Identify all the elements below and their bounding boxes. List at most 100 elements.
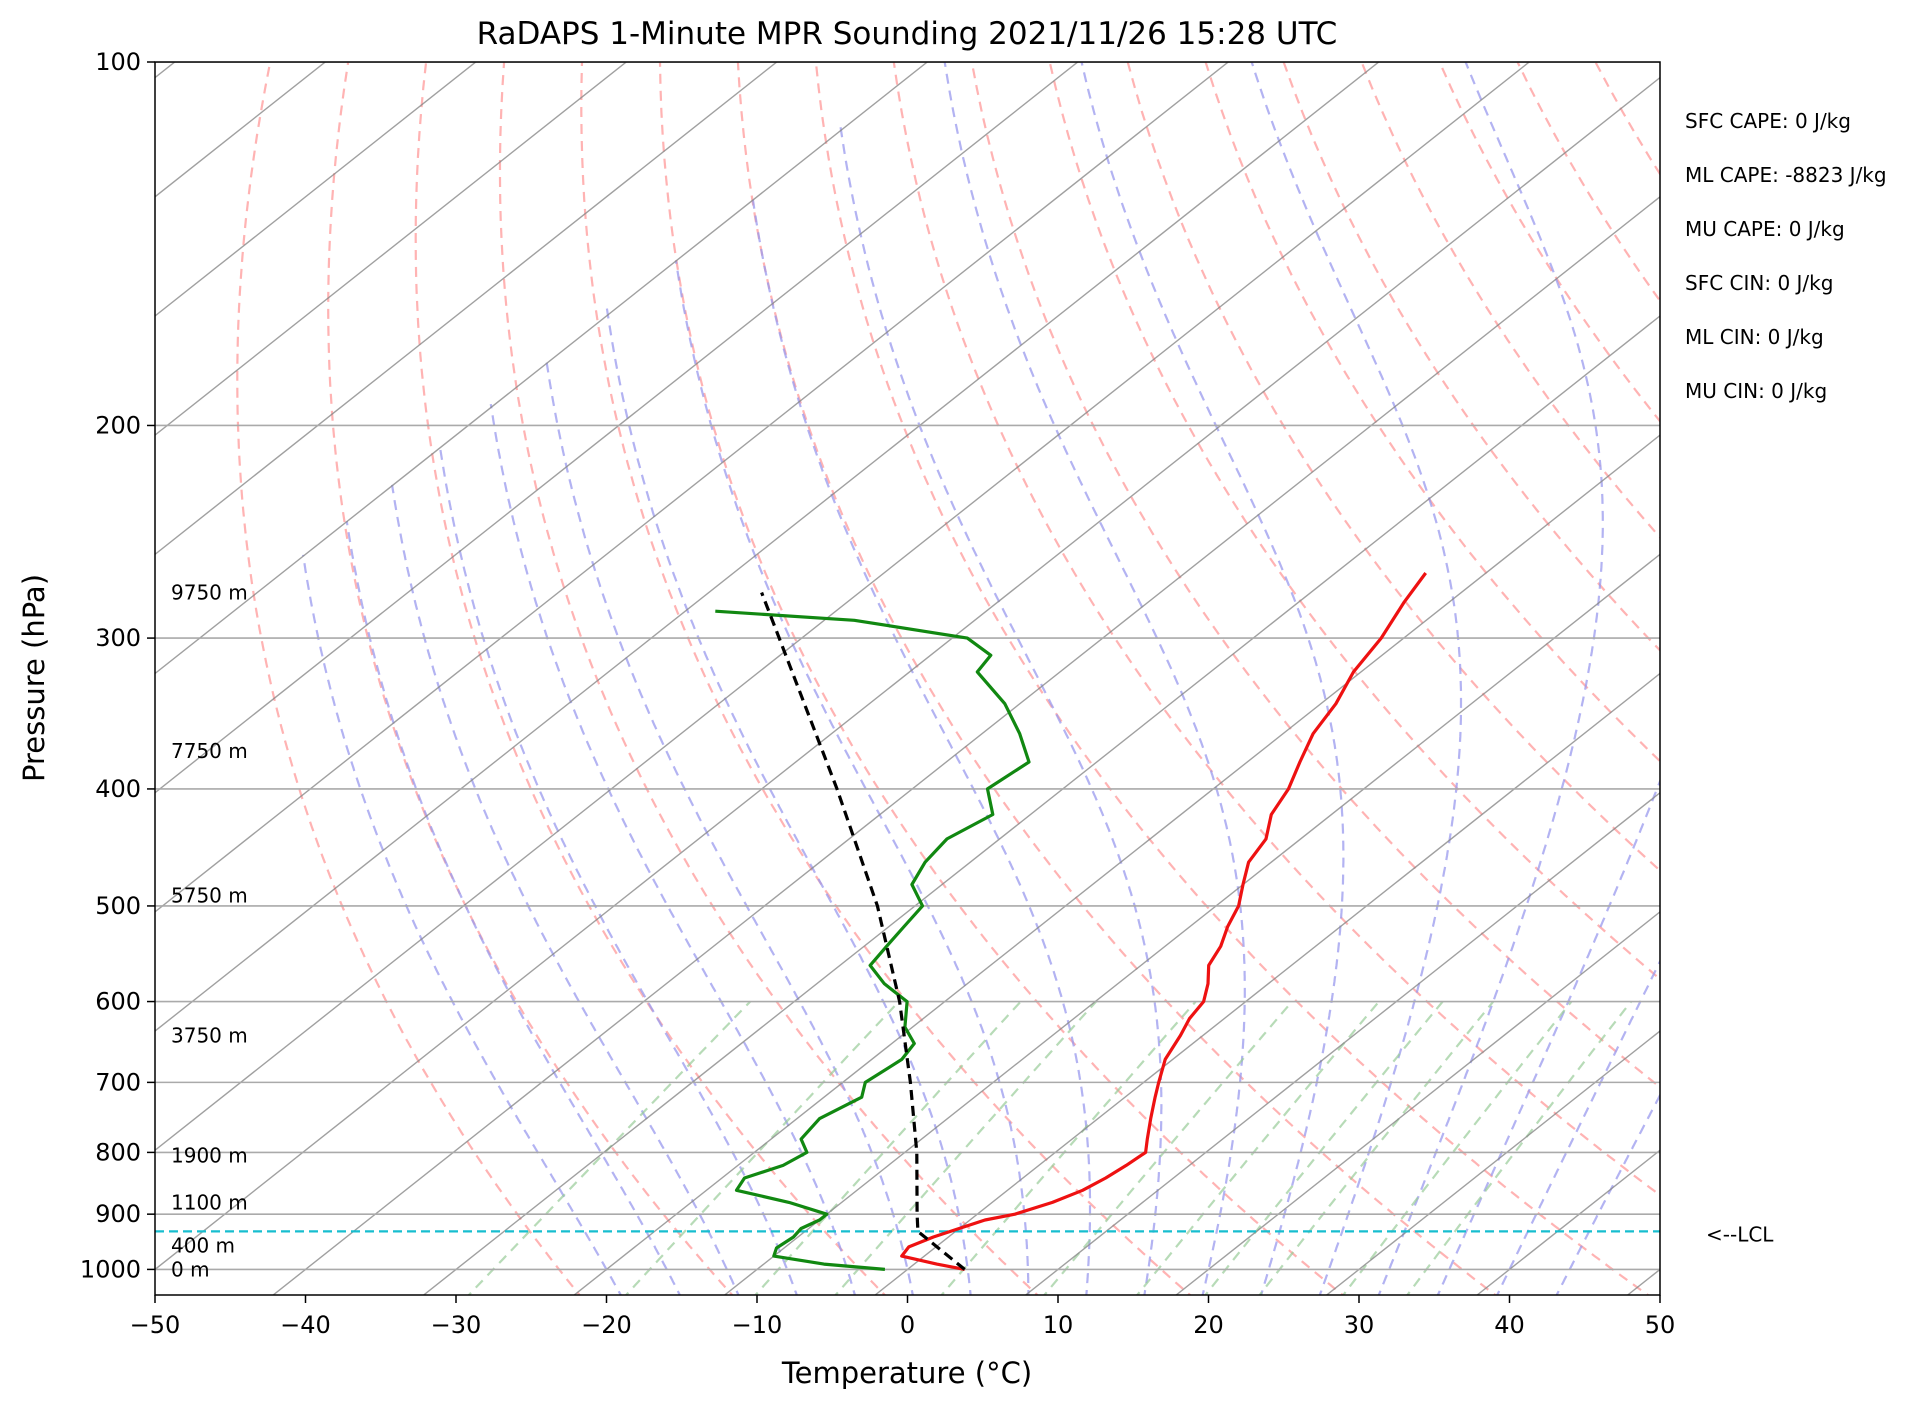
- x-tick-label: 30: [1344, 1311, 1375, 1339]
- isotherm: [155, 62, 1230, 913]
- moist-adiabat: [674, 260, 1030, 1295]
- height-label: 1100 m: [171, 1190, 248, 1214]
- mixing-ratio-line: [940, 1000, 1197, 1295]
- moist-adiabat: [1436, 778, 1660, 1295]
- isotherm: [1024, 791, 1660, 1295]
- series-line-3: [760, 591, 966, 1271]
- stat-label: MU CIN: 0 J/kg: [1685, 379, 1827, 403]
- x-tick-label: −40: [280, 1311, 331, 1339]
- moist-adiabat: [838, 121, 1163, 1295]
- height-label: 7750 m: [171, 739, 248, 763]
- moist-adiabat: [1250, 62, 1463, 1295]
- dry-adiabat: [414, 62, 887, 1295]
- y-tick-label: 100: [95, 48, 141, 76]
- dry-adiabat: [736, 62, 1498, 1295]
- dry-adiabat: [1438, 62, 1660, 423]
- moist-adiabat: [391, 484, 740, 1295]
- x-tick-label: 20: [1193, 1311, 1224, 1339]
- height-label: 400 m: [171, 1233, 235, 1257]
- dry-adiabat: [658, 62, 1345, 1295]
- y-tick-label: 400: [95, 775, 141, 803]
- mixing-ratio-line: [1135, 1000, 1380, 1295]
- isotherm: [723, 553, 1660, 1295]
- mixing-ratio-line: [1341, 1000, 1573, 1295]
- mixing-ratio-line: [1042, 1000, 1293, 1295]
- x-tick-label: 10: [1043, 1311, 1074, 1339]
- moist-adiabat: [1495, 958, 1660, 1295]
- height-label: 0 m: [171, 1257, 210, 1281]
- y-tick-label: 200: [95, 411, 141, 439]
- isotherm: [1175, 910, 1660, 1295]
- isotherm: [155, 62, 327, 198]
- moist-adiabat: [605, 308, 972, 1295]
- stat-label: SFC CAPE: 0 J/kg: [1685, 109, 1851, 133]
- mixing-ratio-line: [1406, 1000, 1632, 1295]
- moist-adiabat: [489, 403, 857, 1295]
- x-tick-label: −10: [732, 1311, 783, 1339]
- moist-adiabat: [345, 520, 682, 1295]
- isotherm: [272, 195, 1660, 1295]
- isotherm: [155, 62, 628, 437]
- lcl-label: <--LCL: [1706, 1222, 1774, 1246]
- dry-adiabat: [327, 62, 734, 1295]
- series-line-1: [900, 572, 1427, 1271]
- background-lines: [155, 62, 1660, 1295]
- x-tick-label: 50: [1645, 1311, 1676, 1339]
- isotherm: [155, 62, 1380, 1032]
- y-tick-label: 600: [95, 988, 141, 1016]
- dry-adiabat: [1126, 62, 1660, 873]
- y-tick-label: 900: [95, 1200, 141, 1228]
- moist-adiabat: [438, 445, 798, 1295]
- x-tick-label: 0: [900, 1311, 915, 1339]
- height-label: 1900 m: [171, 1144, 248, 1168]
- height-label: 3750 m: [171, 1023, 248, 1047]
- mixing-ratio-line: [624, 1000, 900, 1295]
- dry-adiabat: [1204, 62, 1660, 763]
- isotherm: [874, 672, 1660, 1295]
- y-tick-label: 700: [95, 1068, 141, 1096]
- profile-lines: [155, 572, 1660, 1271]
- isotherm: [155, 76, 1660, 1271]
- stat-label: SFC CIN: 0 J/kg: [1685, 271, 1833, 295]
- plot-frame: [154, 61, 1661, 1296]
- moist-adiabat: [1555, 1092, 1660, 1295]
- moist-adiabat: [1377, 62, 1604, 1295]
- mixing-ratio-line: [754, 1000, 1022, 1295]
- y-axis-label: Pressure (hPa): [17, 574, 51, 782]
- dry-adiabat: [892, 62, 1660, 1197]
- dry-adiabat: [236, 62, 582, 1295]
- moist-adiabat: [751, 199, 1092, 1295]
- y-tick-label: 1000: [80, 1255, 141, 1283]
- dry-adiabat: [498, 62, 1040, 1295]
- isotherm: [155, 62, 929, 675]
- y-tick-label: 800: [95, 1138, 141, 1166]
- stat-label: ML CAPE: -8823 J/kg: [1685, 163, 1887, 187]
- stat-label: ML CIN: 0 J/kg: [1685, 325, 1824, 349]
- isotherm: [422, 315, 1660, 1295]
- dry-adiabat: [970, 62, 1660, 1089]
- moist-adiabat: [545, 358, 914, 1295]
- height-label: 9750 m: [171, 580, 248, 604]
- x-axis-label: Temperature (°C): [781, 1356, 1032, 1390]
- y-tick-label: 300: [95, 624, 141, 652]
- dry-adiabat: [580, 62, 1192, 1295]
- height-label: 5750 m: [171, 883, 248, 907]
- moist-adiabat: [302, 554, 623, 1295]
- x-tick-label: 40: [1494, 1311, 1525, 1339]
- mixing-ratio-line: [1204, 1000, 1444, 1295]
- mixing-ratio-line: [834, 1000, 1097, 1295]
- isotherm: [1325, 1030, 1660, 1295]
- isotherm: [155, 62, 477, 317]
- dry-adiabat: [814, 62, 1650, 1295]
- x-tick-label: −20: [581, 1311, 632, 1339]
- mixing-ratio-line: [467, 1000, 751, 1295]
- chart-title: RaDAPS 1-Minute MPR Sounding 2021/11/26 …: [477, 16, 1338, 52]
- stat-label: MU CAPE: 0 J/kg: [1685, 217, 1845, 241]
- isotherm: [573, 434, 1660, 1295]
- x-tick-label: −30: [431, 1311, 482, 1339]
- series-line-2: [715, 609, 1031, 1271]
